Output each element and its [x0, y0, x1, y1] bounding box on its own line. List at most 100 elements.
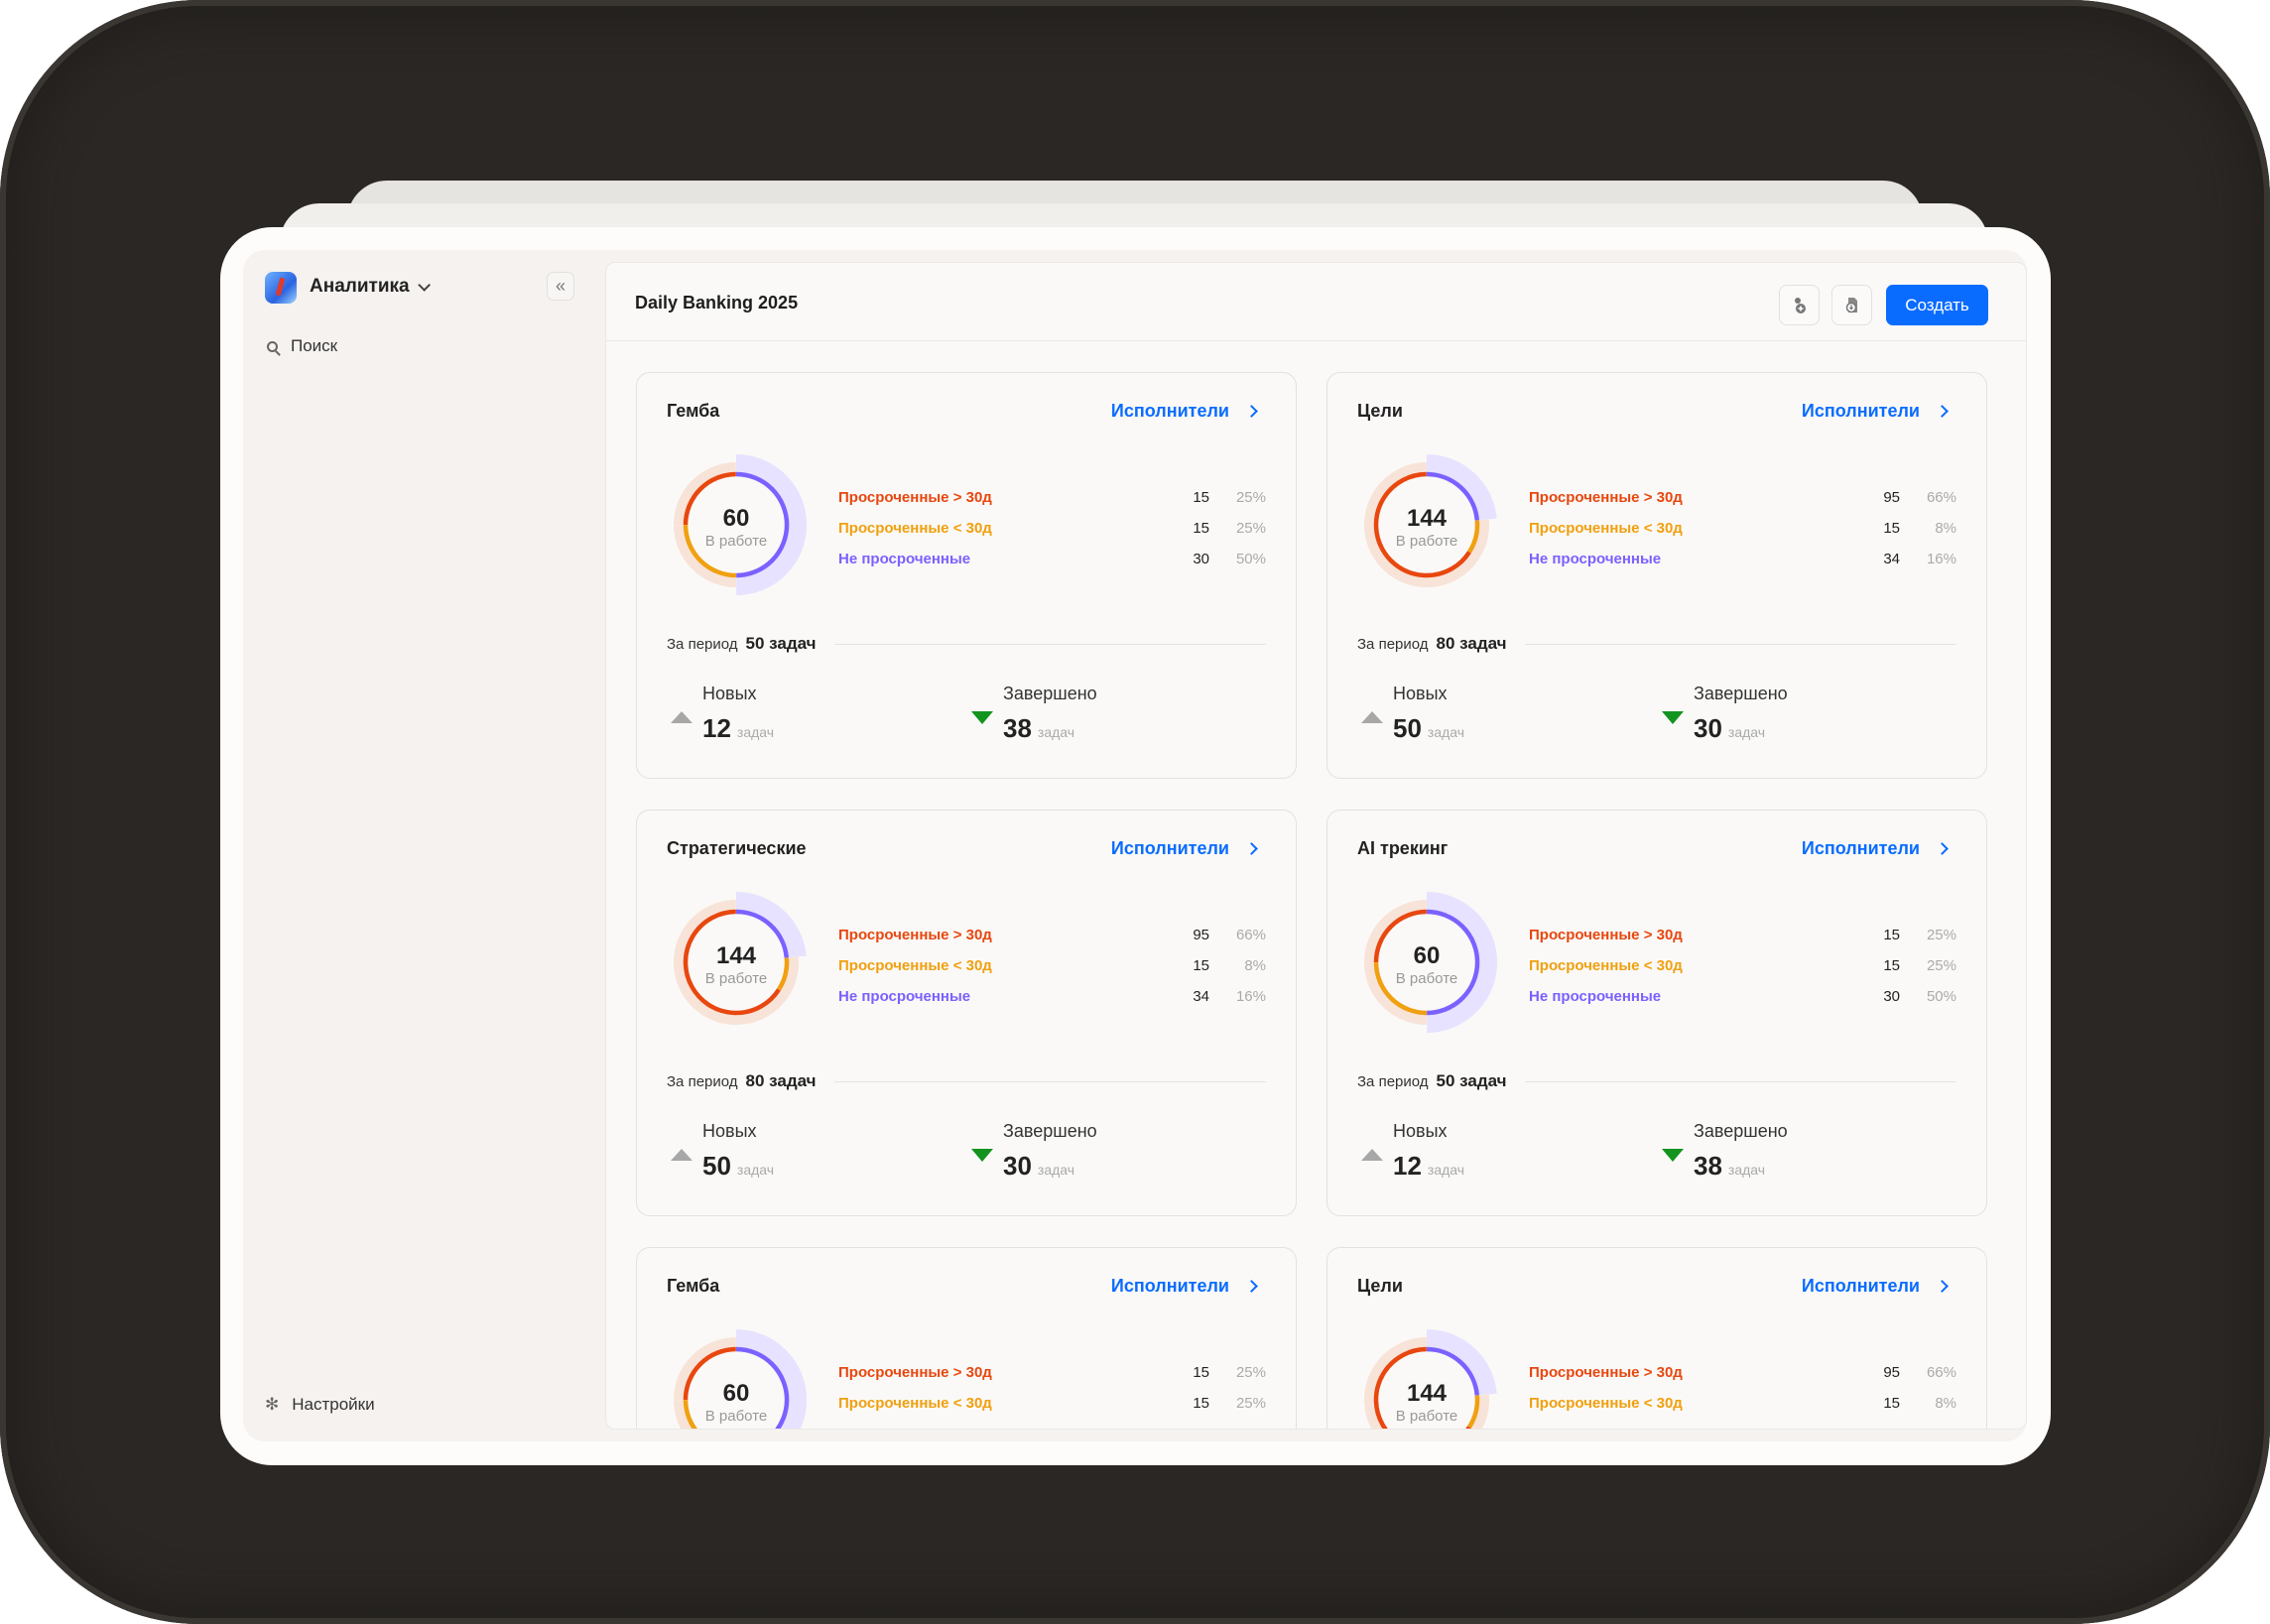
card-title: Гемба — [667, 401, 720, 421]
period-value: 50 задач — [745, 634, 817, 653]
assignees-link-label: Исполнители — [1801, 401, 1920, 421]
legend-percent: 25% — [1235, 489, 1266, 506]
donut-halo-segment — [1468, 1394, 1489, 1429]
legend-label: Просроченные > 30д — [838, 927, 992, 943]
gear-icon: ✻ — [265, 1395, 280, 1414]
assignees-link[interactable]: Исполнители — [1801, 1276, 1949, 1297]
unit-label: задач — [1037, 1162, 1075, 1178]
settings-item[interactable]: ✻ Настройки — [265, 1395, 375, 1415]
new-value: 12 — [1393, 1151, 1422, 1181]
legend-percent: 66% — [1235, 927, 1266, 943]
legend-row: Просроченные < 30д 15 25% — [1529, 957, 1956, 977]
legend-label: Просроченные > 30д — [838, 489, 992, 506]
legend-percent: 50% — [1926, 988, 1956, 1005]
donut-halo-segment — [1364, 900, 1428, 963]
legend-count: 34 — [1193, 988, 1209, 1005]
legend-percent: 25% — [1235, 1364, 1266, 1381]
trend-down-icon — [1662, 1149, 1684, 1162]
donut-center-label: В работе — [704, 533, 768, 550]
done-value: 38 — [1003, 713, 1032, 743]
legend-label: Не просроченные — [1529, 551, 1662, 567]
divider — [1524, 1080, 1956, 1082]
legend-percent: 8% — [1935, 520, 1956, 537]
legend-label: Просроченные < 30д — [838, 520, 992, 537]
assignees-link-label: Исполнители — [1110, 838, 1229, 858]
legend-count: 15 — [1193, 520, 1209, 537]
divider — [833, 1080, 1266, 1082]
unit-label: задач — [736, 724, 775, 740]
assignees-link[interactable]: Исполнители — [1110, 401, 1258, 422]
card-title: Стратегические — [667, 838, 807, 858]
app-logo-icon — [265, 272, 297, 304]
donut-center-label: В работе — [1395, 533, 1458, 550]
legend-percent: 25% — [1926, 957, 1956, 974]
new-value: 50 — [702, 1151, 731, 1181]
create-button[interactable]: Создать — [1886, 285, 1988, 325]
chevron-right-icon — [1245, 1280, 1258, 1293]
collapse-sidebar-button[interactable]: « — [547, 272, 574, 301]
legend-count: 15 — [1883, 957, 1900, 974]
donut-halo-segment — [1364, 1337, 1472, 1429]
legend-label: Просроченные < 30д — [838, 1395, 992, 1412]
donut-halo-segment — [674, 900, 790, 1025]
main-content: Daily Banking 2025 Создать Гемба Исполни… — [605, 262, 2027, 1430]
donut-halo-segment — [1426, 454, 1497, 521]
app-window: Аналитика « Поиск ✻ Настройки Daily Bank… — [243, 250, 2027, 1441]
legend-row: Просроченные < 30д 15 25% — [838, 520, 1266, 540]
workspace-switcher[interactable]: Аналитика — [310, 276, 431, 298]
legend-count: 15 — [1193, 489, 1209, 506]
legend-label: Просроченные > 30д — [1529, 489, 1683, 506]
donut-segment — [683, 525, 737, 578]
done-label: Завершено — [1694, 1121, 1788, 1141]
add-user-button[interactable] — [1779, 285, 1820, 325]
assignees-link[interactable]: Исполнители — [1110, 1276, 1258, 1297]
donut-segment — [735, 1346, 790, 1429]
assignees-link[interactable]: Исполнители — [1802, 838, 1949, 859]
legend-row: Не просроченные 30 50% — [1529, 988, 1956, 1008]
legend-count: 15 — [1193, 1364, 1209, 1381]
dashboard-card: Цели Исполнители 144 В работе Просроченн… — [1326, 1247, 1987, 1429]
divider — [1524, 643, 1956, 645]
done-value: 30 — [1694, 713, 1722, 743]
donut-halo-segment — [1468, 519, 1489, 559]
donut-total: 144 — [1406, 1380, 1448, 1407]
donut-segment — [1426, 1346, 1480, 1396]
assignees-link-label: Исполнители — [1110, 1276, 1229, 1296]
app-name: Аналитика — [310, 276, 410, 297]
legend-percent: 25% — [1235, 520, 1266, 537]
period-summary: За период 80 задач — [1357, 633, 1956, 655]
legend-count: 34 — [1883, 551, 1900, 567]
legend-row: Просроченные > 30д 15 25% — [838, 489, 1266, 509]
legend-count: 95 — [1193, 927, 1209, 943]
chevron-right-icon — [1245, 405, 1258, 418]
donut-total: 144 — [715, 942, 757, 969]
donut-segment — [735, 909, 790, 958]
unit-label: задач — [1427, 1162, 1465, 1178]
trend-up-icon — [1361, 1149, 1383, 1161]
search-item[interactable]: Поиск — [267, 336, 337, 356]
donut-segment — [683, 471, 736, 526]
assignees-link[interactable]: Исполнители — [1110, 838, 1258, 859]
trend-down-icon — [971, 711, 993, 724]
chevron-right-icon — [1936, 1280, 1949, 1293]
donut-center-label: В работе — [704, 970, 768, 987]
donut-segment — [683, 909, 781, 1016]
search-label: Поиск — [291, 336, 338, 355]
legend-label: Не просроченные — [1529, 988, 1662, 1005]
legend-label: Не просроченные — [838, 551, 971, 567]
legend-percent: 25% — [1235, 1395, 1266, 1412]
period-summary: За период 50 задач — [1357, 1070, 1956, 1092]
assignees-link-label: Исполнители — [1110, 401, 1229, 421]
donut-segment — [1373, 1346, 1471, 1429]
chevron-down-icon — [417, 278, 431, 292]
card-title: Гемба — [667, 1276, 720, 1296]
period-summary: За период 50 задач — [667, 633, 1266, 655]
assignees-link[interactable]: Исполнители — [1801, 401, 1949, 422]
legend-percent: 66% — [1926, 1364, 1956, 1381]
export-button[interactable] — [1831, 285, 1872, 325]
assignees-link-label: Исполнители — [1801, 1276, 1920, 1296]
period-label: За период — [1357, 1072, 1429, 1090]
donut-segment — [1373, 471, 1471, 578]
dashboard-card: Стратегические Исполнители 144 В работе … — [636, 810, 1297, 1216]
unit-label: задач — [1727, 1162, 1766, 1178]
